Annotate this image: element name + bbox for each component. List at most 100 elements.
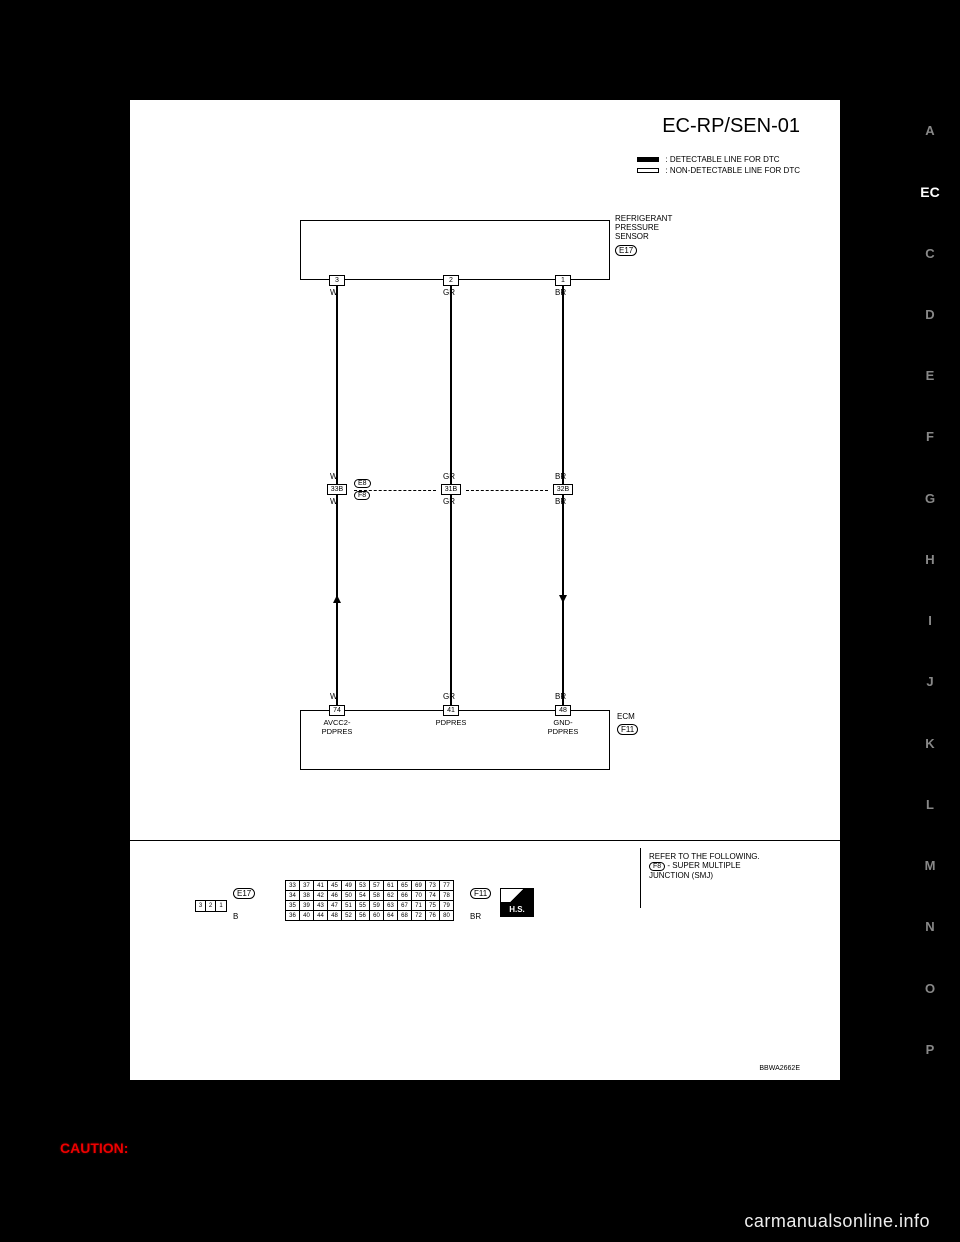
sensor-pin-2: 2 xyxy=(443,275,459,286)
legend: : DETECTABLE LINE FOR DTC : NON-DETECTAB… xyxy=(637,155,800,177)
hs-label: H.S. xyxy=(500,903,534,917)
f11-cell: 61 xyxy=(384,881,398,891)
wire-color-middn-3: BR xyxy=(555,497,566,506)
e17-cell: 1 xyxy=(216,901,226,911)
nav-tab-l[interactable]: L xyxy=(900,774,960,835)
document-id: BBWA2662E xyxy=(759,1065,800,1072)
wire-3 xyxy=(562,280,564,710)
wire-color-bot-1: W xyxy=(330,692,338,701)
f11-cell: 65 xyxy=(398,881,412,891)
ecm-pin-3: 48 xyxy=(555,705,571,716)
f11-cell: 33 xyxy=(286,881,300,891)
ecm-label: ECM xyxy=(617,712,635,721)
divider xyxy=(130,840,840,841)
nav-tab-o[interactable]: O xyxy=(900,958,960,1019)
f11-cell: 79 xyxy=(440,901,454,911)
f11-cell: 62 xyxy=(384,891,398,901)
nav-tab-ec[interactable]: EC xyxy=(900,161,960,222)
f11-cell: 63 xyxy=(384,901,398,911)
f11-cell: 40 xyxy=(300,911,314,921)
ecm-pin-1: 74 xyxy=(329,705,345,716)
f11-cell: 80 xyxy=(440,911,454,921)
f11-cell: 74 xyxy=(426,891,440,901)
nav-tab-j[interactable]: J xyxy=(900,651,960,712)
sensor-connector: E17 xyxy=(615,245,637,256)
f11-cell: 72 xyxy=(412,911,426,921)
e17-connector-label: E17 xyxy=(233,888,255,899)
nav-tab-c[interactable]: C xyxy=(900,223,960,284)
diagram-title: EC-RP/SEN-01 xyxy=(662,115,800,138)
nav-tab-i[interactable]: I xyxy=(900,590,960,651)
nav-tab-a[interactable]: A xyxy=(900,100,960,161)
e17-connector-view: 3 2 1 xyxy=(195,900,227,912)
f11-cell: 43 xyxy=(314,901,328,911)
f11-cell: 45 xyxy=(328,881,342,891)
f11-cell: 70 xyxy=(412,891,426,901)
f11-cell: 54 xyxy=(356,891,370,901)
refbox-connector: F8 xyxy=(649,862,665,871)
ecm-pin-2: 41 xyxy=(443,705,459,716)
nav-tab-k[interactable]: K xyxy=(900,713,960,774)
nav-tab-h[interactable]: H xyxy=(900,529,960,590)
legend-hollow-text: : NON-DETECTABLE LINE FOR DTC xyxy=(665,166,800,175)
f11-cell: 77 xyxy=(440,881,454,891)
sensor-pin-1: 1 xyxy=(555,275,571,286)
shield-dash-2 xyxy=(466,490,548,491)
f11-cell: 66 xyxy=(398,891,412,901)
nav-tab-d[interactable]: D xyxy=(900,284,960,345)
nav-tab-g[interactable]: G xyxy=(900,468,960,529)
e17-cell: 2 xyxy=(206,901,216,911)
junction-conn-lower: F8 xyxy=(354,491,370,500)
wiring-diagram-page: EC-RP/SEN-01 : DETECTABLE LINE FOR DTC :… xyxy=(130,100,840,1080)
nav-tab-e[interactable]: E xyxy=(900,345,960,406)
refbox-title: REFER TO THE FOLLOWING. xyxy=(649,852,800,861)
sensor-box xyxy=(300,220,610,280)
wire-color-top-3: BR xyxy=(555,288,566,297)
wire-color-top-2: GR xyxy=(443,288,455,297)
wire-color-midup-3: BR xyxy=(555,472,566,481)
f11-cell: 67 xyxy=(398,901,412,911)
legend-swatch-hollow-icon xyxy=(637,168,659,173)
ecm-signal-3: GND- PDPRES xyxy=(538,718,588,736)
nav-tab-n[interactable]: N xyxy=(900,896,960,957)
legend-swatch-solid-icon xyxy=(637,157,659,162)
f11-cell: 59 xyxy=(370,901,384,911)
f11-cell: 38 xyxy=(300,891,314,901)
f11-cell: 39 xyxy=(300,901,314,911)
arrow-up-icon xyxy=(333,595,341,603)
f11-cell: 47 xyxy=(328,901,342,911)
f11-cell: 44 xyxy=(314,911,328,921)
section-nav: A EC C D E F G H I J K L M N O P xyxy=(900,100,960,1080)
f11-cell: 64 xyxy=(384,911,398,921)
nav-tab-m[interactable]: M xyxy=(900,835,960,896)
harness-side-icon: H.S. xyxy=(500,888,534,918)
f11-cell: 71 xyxy=(412,901,426,911)
f11-cell: 58 xyxy=(370,891,384,901)
f11-cell: 55 xyxy=(356,901,370,911)
wire-color-top-1: W xyxy=(330,288,338,297)
ecm-connector: F11 xyxy=(617,724,638,735)
wire-color-middn-1: W xyxy=(330,497,338,506)
e17-cell: 3 xyxy=(196,901,206,911)
f11-cell: 78 xyxy=(440,891,454,901)
f11-cell: 48 xyxy=(328,911,342,921)
f11-cell: 36 xyxy=(286,911,300,921)
nav-tab-f[interactable]: F xyxy=(900,406,960,467)
nav-tab-p[interactable]: P xyxy=(900,1019,960,1080)
sensor-pin-3: 3 xyxy=(329,275,345,286)
junction-pin-1: 33B xyxy=(327,484,347,495)
f11-cell: 76 xyxy=(426,911,440,921)
f11-cell: 50 xyxy=(342,891,356,901)
sensor-label: REFRIGERANT PRESSURE SENSOR xyxy=(615,215,672,241)
wire-color-midup-2: GR xyxy=(443,472,455,481)
f11-cell: 35 xyxy=(286,901,300,911)
f11-cell: 37 xyxy=(300,881,314,891)
f11-cell: 52 xyxy=(342,911,356,921)
f11-cell: 69 xyxy=(412,881,426,891)
f11-cell: 75 xyxy=(426,901,440,911)
f11-cell: 34 xyxy=(286,891,300,901)
wire-color-midup-1: W xyxy=(330,472,338,481)
ecm-signal-2: PDPRES xyxy=(426,718,476,727)
junction-pin-2: 31B xyxy=(441,484,461,495)
f11-cell: 60 xyxy=(370,911,384,921)
